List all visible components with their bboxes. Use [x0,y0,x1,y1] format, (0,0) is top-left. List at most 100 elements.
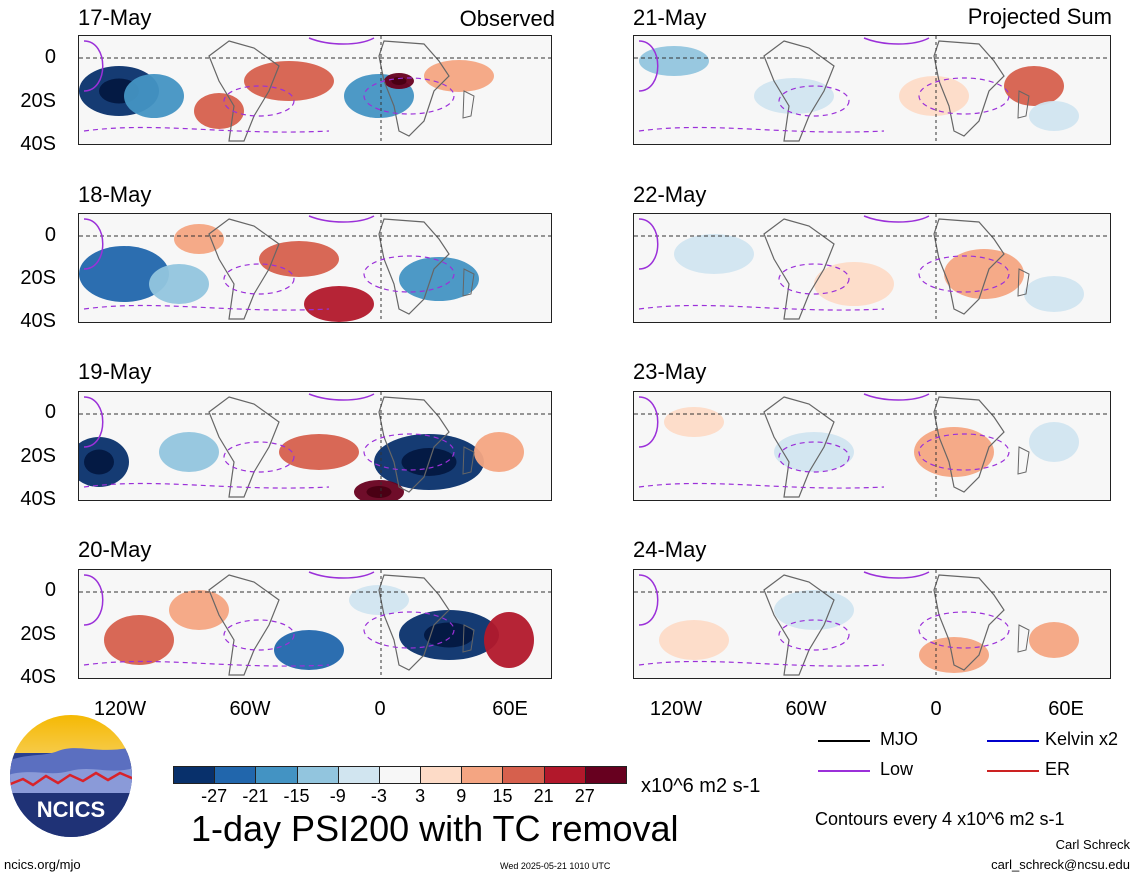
colorbar-tick-label: 15 [492,786,513,806]
legend-label-mjo: MJO [880,729,918,749]
panel-date-observed-1: 17-May [78,5,152,30]
madagascar-outline [1017,268,1030,297]
low-contour-dashed [638,126,885,133]
low-contour-dashed [638,482,885,489]
madagascar-outline [462,90,475,119]
map-panel-observed-3 [78,391,552,501]
x-tick-60w-right: 60W [785,698,827,720]
anomaly-core [424,622,474,648]
legend-line-kelvin [987,740,1039,742]
low-contour-dashed [918,255,1010,293]
panel-svg [79,214,551,322]
anomaly-core [84,449,114,475]
low-contour-dashed [638,660,885,667]
x-tick-120w-left: 120W [93,698,147,720]
panel-date-projected-3: 23-May [633,359,707,384]
anomaly-blob [259,241,339,277]
anomaly-blob [639,46,709,76]
x-tick-120w-right: 120W [649,698,703,720]
low-contour [308,215,375,223]
panel-svg [79,36,551,144]
low-contour-dashed [918,77,1010,115]
colorbar-swatch [255,766,298,784]
low-contour-dashed [918,611,1010,649]
anomaly-blob [774,590,854,630]
colorbar-swatch [296,766,339,784]
low-contour-dashed [363,611,455,649]
projected-header: Projected Sum [967,4,1112,29]
panel-svg [634,36,1110,144]
anomaly-blob [279,434,359,470]
legend-line-low [818,770,870,772]
south-america-outline [208,574,280,676]
panel-svg [634,392,1110,500]
colorbar-ticks: -27 -21 -15 -9 -3 3 9 15 21 27 [173,786,626,808]
anomaly-blob [104,615,174,665]
madagascar-outline [1017,90,1030,119]
madagascar-outline [462,268,475,297]
madagascar-outline [1017,624,1030,653]
colorbar-tick-label: 27 [574,786,595,806]
x-tick-60w-left: 60W [229,698,271,720]
anomaly-blob [159,432,219,472]
anomaly-blob [399,257,479,301]
y-tick-20s-r1: 20S [20,90,56,112]
low-contour [863,393,930,401]
low-contour-dashed [83,482,330,489]
y-tick-0-r3: 0 [44,401,56,423]
low-contour-dashed [363,433,455,471]
author: Carl Schreck [1055,837,1130,852]
legend-line-mjo [818,740,870,742]
low-contour-dashed [223,441,295,473]
low-contour-dashed [83,126,330,133]
panel-date-observed-2: 18-May [78,182,152,207]
map-panel-observed-2 [78,213,552,323]
x-tick-0-right: 0 [930,698,942,720]
site-link[interactable]: ncics.org/mjo [4,857,81,872]
low-contour [83,574,104,626]
colorbar-unit: x10^6 m2 s-1 [641,775,761,797]
low-contour [308,393,375,401]
anomaly-blob [754,78,834,114]
madagascar-outline [462,624,475,653]
south-america-outline [763,396,835,498]
anomaly-blob [274,630,344,670]
x-tick-60e-right: 60E [1048,698,1084,720]
anomaly-blob [774,432,854,472]
low-contour [83,40,104,92]
low-contour [863,571,930,579]
panel-date-projected-1: 21-May [633,5,707,30]
colorbar-tick-label: -27 [201,786,228,806]
timestamp: Wed 2025-05-21 1010 UTC [500,861,611,871]
colorbar-swatch [461,766,504,784]
map-panel-projected-1 [633,35,1111,145]
south-america-outline [763,218,835,320]
y-tick-40s-r2: 40S [20,310,56,332]
low-contour-dashed [638,304,885,311]
low-contour [638,574,659,626]
colorbar-swatch [337,766,380,784]
low-contour-dashed [223,85,295,117]
low-contour-dashed [363,255,455,293]
legend-label-er: ER [1045,759,1071,779]
anomaly-blob [149,264,209,304]
south-america-outline [208,218,280,320]
colorbar-swatch [173,766,216,784]
x-tick-0-left: 0 [374,698,386,720]
anomaly-blob [244,61,334,101]
colorbar-tick-label: -15 [283,786,310,806]
colorbar-swatch [378,766,422,784]
colorbar-tick-label: -21 [242,786,269,806]
y-tick-40s-r3: 40S [20,488,56,510]
map-panel-projected-4 [633,569,1111,679]
anomaly-blob [659,620,729,660]
map-panel-projected-2 [633,213,1111,323]
south-america-outline [208,396,280,498]
low-contour [638,40,659,92]
low-contour-dashed [778,263,850,295]
anomaly-blob [664,407,724,437]
anomaly-blob [474,432,524,472]
low-contour [83,218,104,270]
anomaly-blob [1029,101,1079,131]
low-contour [638,218,659,270]
